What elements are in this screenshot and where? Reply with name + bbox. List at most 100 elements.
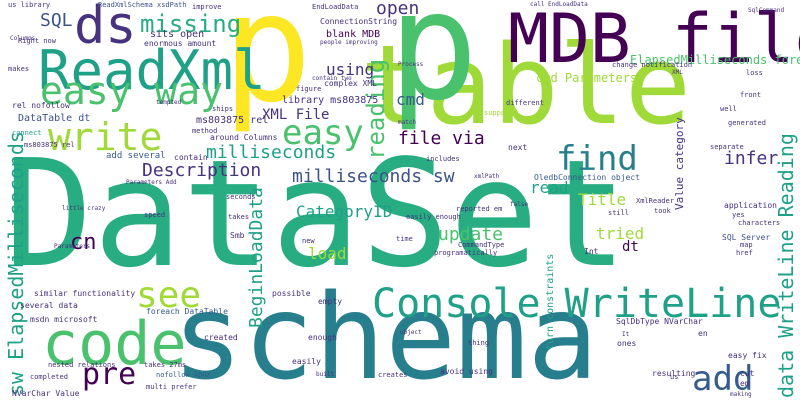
cloud-word: see [136,275,202,316]
cloud-word: msdn microsoft [30,315,98,324]
cloud-word: turn constraints [545,253,556,350]
cloud-word: false [510,201,529,208]
cloud-word: takes [228,213,250,221]
cloud-word: CategoryID [296,202,393,221]
cloud-word: easily [292,357,321,366]
cloud-word: read [530,178,569,197]
cloud-word: Console WriteLine [372,281,782,327]
cloud-word: Value category [673,117,686,210]
cloud-word: empty [318,297,343,306]
cloud-word: completed [30,373,68,381]
cloud-word: well [720,105,737,113]
cloud-word: ms803875 rel [196,115,269,126]
cloud-word: ConnectionString [320,17,398,26]
cloud-word: cut [740,369,755,378]
cloud-word: tempted [156,99,182,106]
cloud-word: contain two [312,75,352,82]
cloud-word: easy fix [728,351,767,360]
cloud-word: XML File [262,107,330,123]
cloud-word: SQL [40,10,73,31]
cloud-word: complex XML [324,79,377,88]
cloud-word: pre [82,357,137,392]
cloud-word: nofollow ADOX [156,371,211,379]
cloud-word: separate [710,143,744,151]
cloud-word: easy [282,113,364,153]
cloud-word: figure [296,85,322,93]
cloud-word: ms803875 rel [24,141,75,149]
cloud-word: p [222,0,313,136]
cloud-word: similar functionality [34,289,136,298]
cloud-word: dt [622,239,639,255]
cloud-word: CommandType [458,241,505,249]
cloud-word: speed [144,211,166,219]
cloud-word: write [48,115,163,159]
cloud-word: Title [578,190,627,209]
cloud-word: programatically [434,249,498,257]
cloud-word: cn [70,230,97,255]
cloud-word: includes [426,155,460,163]
cloud-word: ones [617,339,637,348]
cloud-word: seconds [226,193,256,201]
cloud-word: us [670,373,679,381]
cloud-word: XML [672,69,683,76]
cloud-word: XmlReader [636,197,674,205]
cloud-word: people improving [320,39,378,46]
cloud-word: It [622,331,630,338]
cloud-word: open [376,0,420,19]
cloud-word: add [692,359,754,399]
cloud-word: loss [746,69,763,77]
cloud-word: improve [192,3,222,11]
cloud-word: resulting [652,369,696,378]
cloud-word: tried [596,224,645,243]
cloud-word: change notification [612,61,693,69]
cloud-word: library ms803875 [282,95,379,106]
cloud-word: EndLoadData [312,3,359,11]
cloud-word: schema [172,268,599,400]
cloud-word: find [556,139,638,179]
cloud-word: cmd [396,90,425,109]
cloud-word: missing [140,10,242,38]
cloud-word: nested relations [48,361,116,369]
cloud-word: still [608,209,630,217]
cloud-word: yes [732,211,745,219]
cloud-word: reported em [456,205,503,213]
cloud-word: makes [8,65,30,73]
cloud-word: making [730,391,752,398]
cloud-word: MDB file [508,0,800,79]
cloud-word: application [724,201,777,210]
cloud-word: Parameters Add [126,179,177,186]
cloud-word: Parameters [54,243,91,250]
cloud-word: load [308,244,347,263]
cloud-word: xmlPath [474,173,500,180]
cloud-word: ReadXml [38,39,266,102]
cloud-word: takes 27ms [144,361,187,369]
cloud-word: foreach DataTable [146,307,228,316]
cloud-word: href [736,249,753,257]
cloud-word: easy way [40,69,224,113]
cloud-word: milliseconds [206,142,337,163]
cloud-word: multi prefer [146,383,197,391]
cloud-word: Int [584,247,599,256]
cloud-word: different [506,99,544,107]
cloud-word: us library [8,1,51,9]
cloud-word: SQL Server [722,233,771,242]
cloud-word: avoid using [440,367,493,376]
cloud-word: milliseconds sw [292,166,455,187]
cloud-word: p [388,0,479,134]
cloud-word: Description [142,160,262,181]
cloud-word: Columns [10,35,36,42]
cloud-word: several data [20,301,78,310]
cloud-word: OledbConnection object [534,173,640,182]
cloud-word: thing [468,339,490,347]
cloud-word: created [204,333,238,342]
cloud-word: update [438,224,504,245]
cloud-word: match [398,119,417,126]
cloud-word: supposed [484,109,518,117]
cloud-word: BeginLoadData [246,187,267,328]
cloud-word: ds [74,0,137,56]
cloud-word: characters [738,219,781,227]
cloud-word: method [192,127,218,135]
cloud-word: enormous amount [144,39,217,48]
cloud-word: code [42,309,187,379]
cloud-word: infer [724,148,779,169]
